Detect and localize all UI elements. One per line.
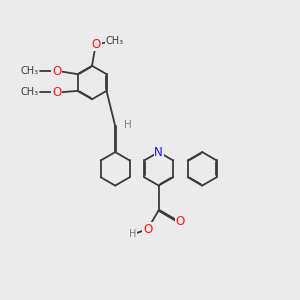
Text: H: H <box>129 229 136 239</box>
Text: H: H <box>124 120 131 130</box>
Text: CH₃: CH₃ <box>20 87 39 97</box>
Text: O: O <box>92 38 101 50</box>
Text: O: O <box>52 86 61 99</box>
Text: O: O <box>143 223 152 236</box>
Text: O: O <box>52 65 61 78</box>
Text: CH₃: CH₃ <box>105 36 123 46</box>
Text: O: O <box>175 215 184 228</box>
Text: CH₃: CH₃ <box>20 66 39 76</box>
Text: N: N <box>154 146 163 159</box>
